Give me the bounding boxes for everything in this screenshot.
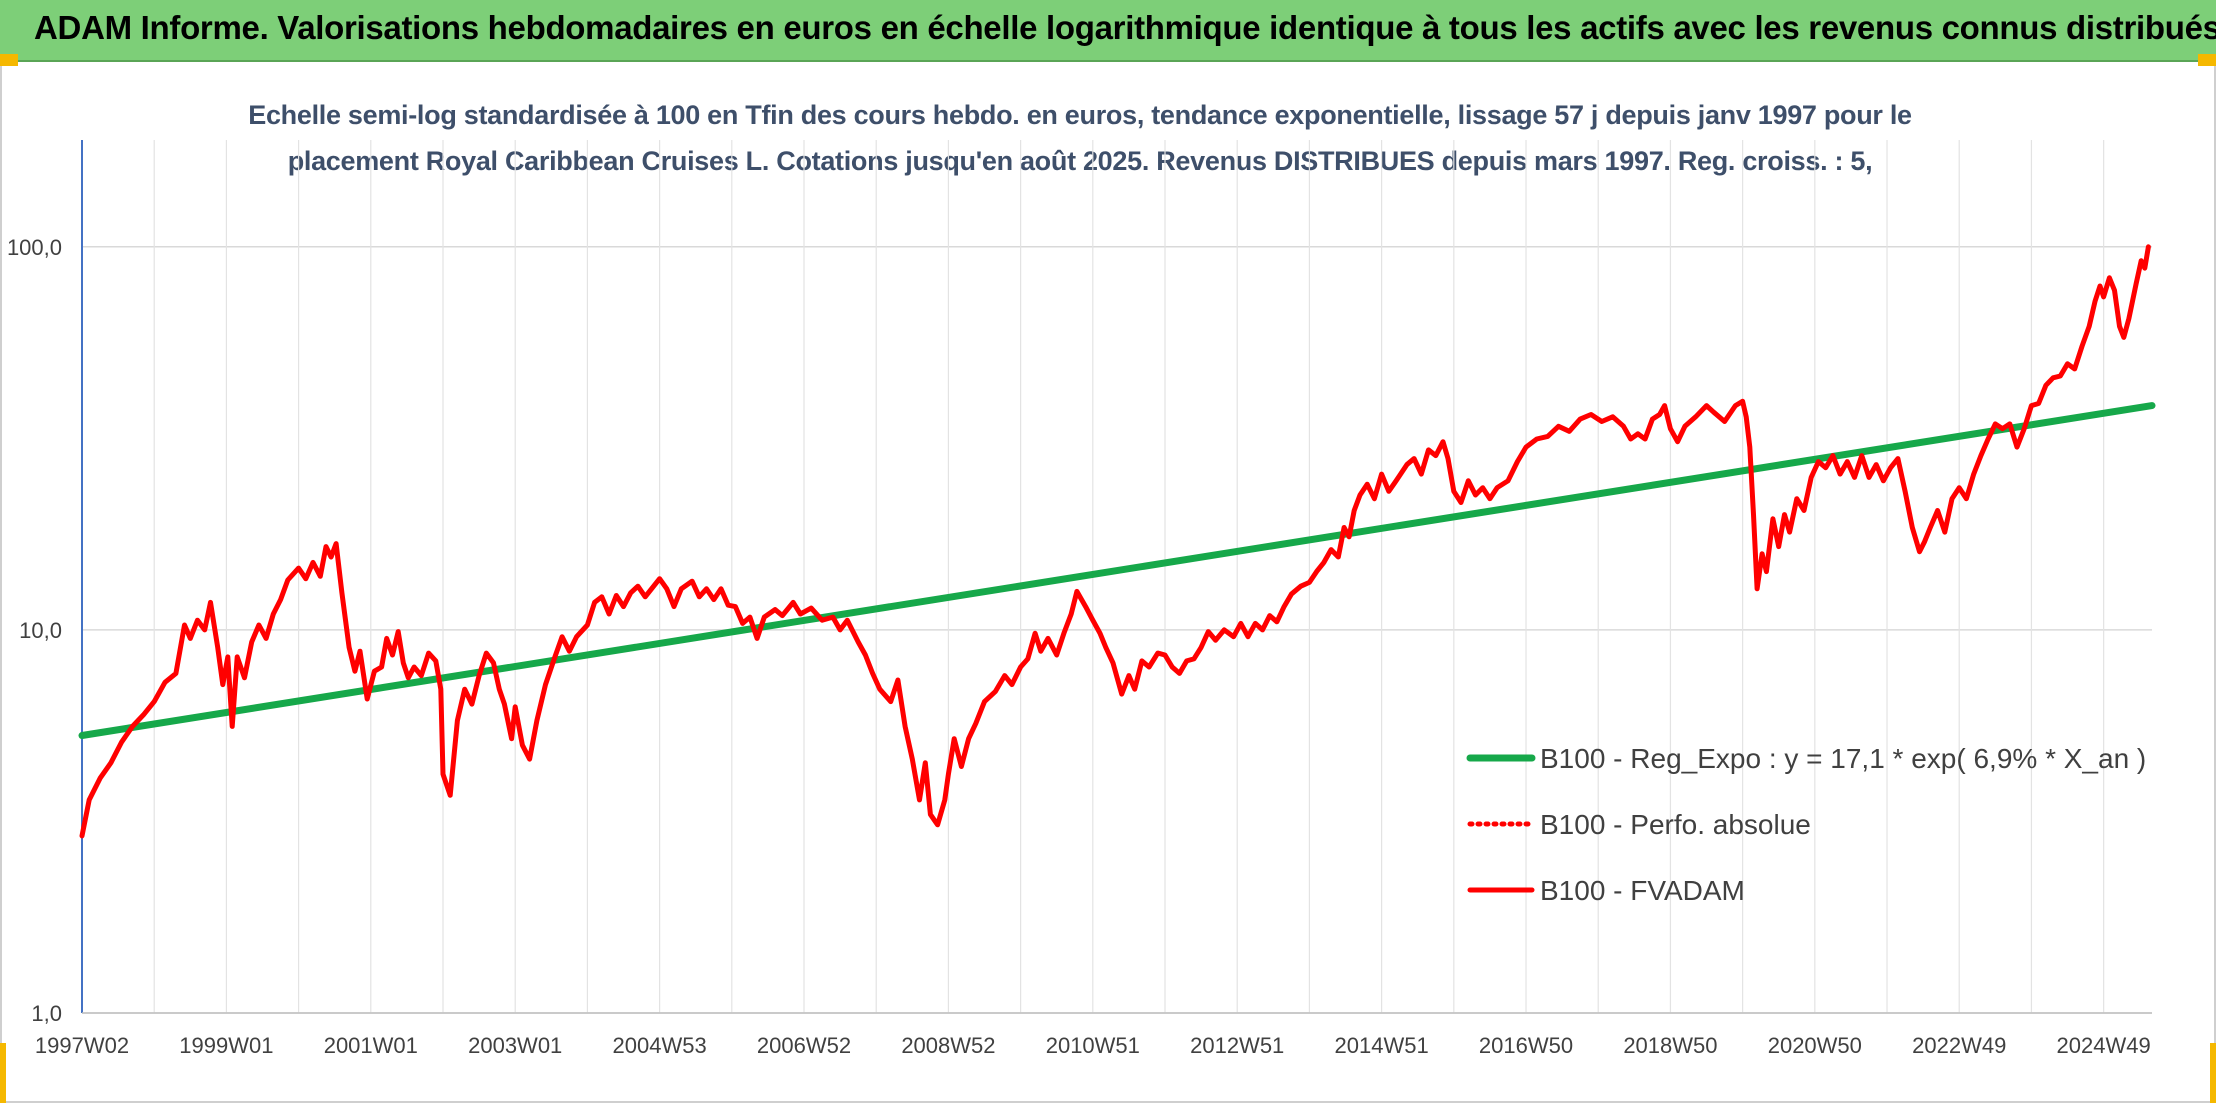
x-tick-label: 2004W53 — [613, 1033, 707, 1058]
report-header: ADAM Informe. Valorisations hebdomadaire… — [0, 0, 2216, 62]
x-tick-label: 1997W02 — [35, 1033, 129, 1058]
corner-marker-top-right — [2198, 54, 2216, 66]
x-tick-label: 2006W52 — [757, 1033, 851, 1058]
report-title: ADAM Informe. Valorisations hebdomadaire… — [34, 9, 2216, 46]
series-lines — [78, 244, 2156, 839]
y-tick-label: 1,0 — [31, 1001, 62, 1026]
x-tick-label: 2010W51 — [1046, 1033, 1140, 1058]
corner-marker-top-left — [0, 54, 18, 66]
series-line-b100-reg-expo-y-17-1-exp — [78, 402, 2156, 739]
x-tick-label: 2003W01 — [468, 1033, 562, 1058]
x-tick-label: 2022W49 — [1912, 1033, 2006, 1058]
chart-title-line-1: Echelle semi-log standardisée à 100 en T… — [248, 100, 1912, 130]
y-tick-label: 100,0 — [7, 235, 62, 260]
corner-marker-bottom-left — [0, 1043, 6, 1103]
x-tick-label: 2024W49 — [2057, 1033, 2151, 1058]
x-tick-label: 2014W51 — [1335, 1033, 1429, 1058]
axes: 1,0 10,0 100,0 1997W02 1999W01 2001W01 2003W01… — [7, 140, 2152, 1058]
x-tick-label: 2016W50 — [1479, 1033, 1573, 1058]
x-tick-label: 2018W50 — [1623, 1033, 1717, 1058]
legend: B100 - Reg_Expo : y = 17,1 * exp( 6,9% *… — [1466, 743, 2146, 906]
x-tick-label: 2012W51 — [1190, 1033, 1284, 1058]
y-tick-label: 10,0 — [19, 618, 62, 643]
legend-label: B100 - Reg_Expo : y = 17,1 * exp( 6,9% *… — [1540, 743, 2146, 774]
legend-label: B100 - FVADAM — [1540, 875, 1745, 906]
series-line-b100-fvadam — [79, 244, 2151, 839]
corner-marker-bottom-right — [2210, 1043, 2216, 1103]
chart-title: Echelle semi-log standardisée à 100 en T… — [230, 92, 1930, 184]
x-tick-label: 2001W01 — [324, 1033, 418, 1058]
gridlines — [81, 140, 2152, 1014]
legend-label: B100 - Perfo. absolue — [1540, 809, 1811, 840]
chart-title-line-2: placement Royal Caribbean Cruises L. Cot… — [287, 146, 1873, 176]
x-tick-label: 2008W52 — [901, 1033, 995, 1058]
x-tick-label: 1999W01 — [179, 1033, 273, 1058]
x-tick-label: 2020W50 — [1768, 1033, 1862, 1058]
